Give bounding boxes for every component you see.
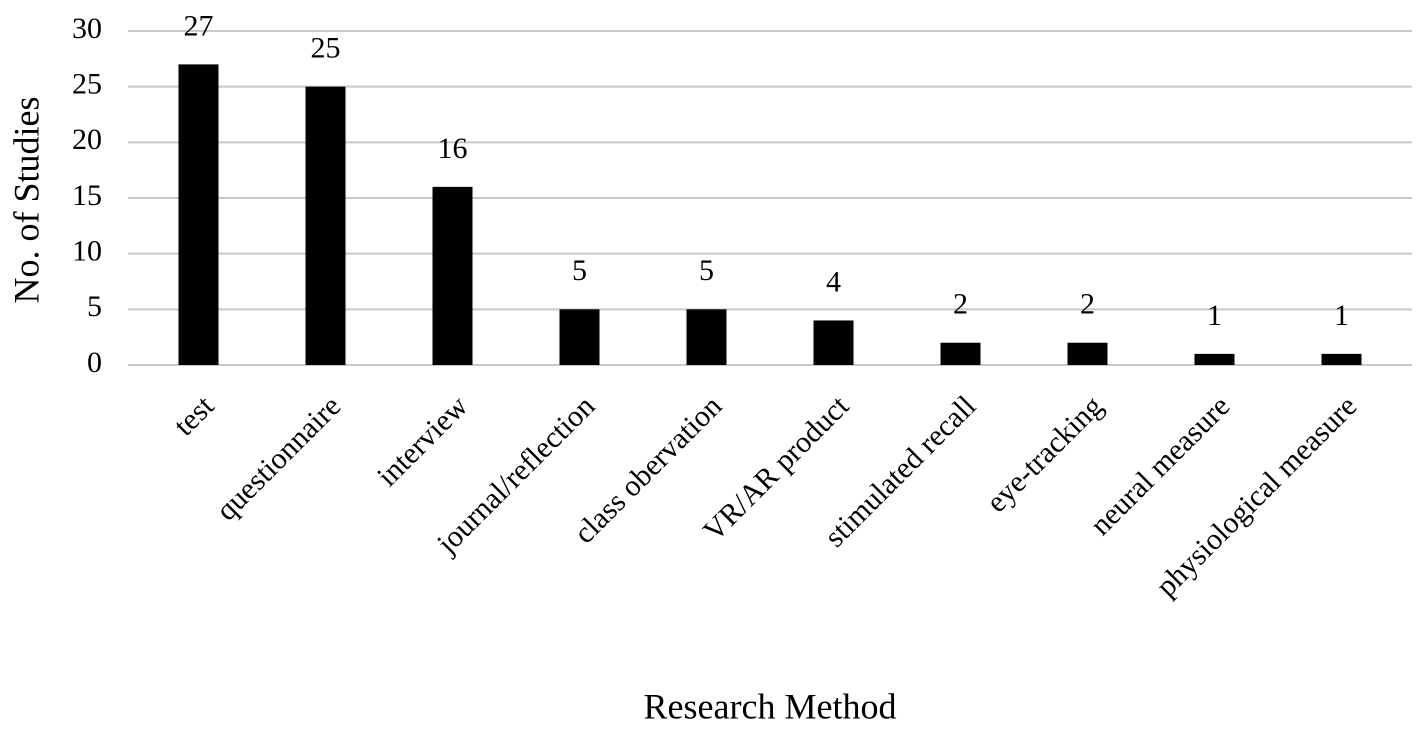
y-tick-label: 0 [87, 346, 102, 379]
x-tick-label: test [168, 389, 221, 442]
y-tick-label: 15 [72, 179, 102, 212]
y-tick-label: 5 [87, 290, 102, 323]
bar [813, 320, 854, 365]
x-tick-label: interview [371, 389, 475, 493]
bar [178, 64, 219, 366]
y-tick-label: 20 [72, 123, 102, 156]
x-axis-title: Research Method [644, 686, 897, 726]
bar [940, 342, 981, 365]
bar [1067, 342, 1108, 365]
y-tick-label: 25 [72, 68, 102, 101]
bar [1194, 353, 1235, 365]
data-label: 4 [826, 265, 841, 298]
data-label: 27 [184, 9, 214, 42]
bar [1321, 353, 1362, 365]
x-tick-label: eye-tracking [980, 389, 1109, 518]
y-axis-title: No. of Studies [6, 97, 46, 304]
data-label: 2 [1080, 288, 1095, 321]
bar [559, 309, 600, 365]
data-label: 5 [572, 254, 587, 287]
bar [305, 86, 346, 366]
data-label: 25 [311, 32, 341, 65]
bar [686, 309, 727, 365]
bar [432, 186, 473, 365]
data-label: 1 [1207, 299, 1222, 332]
y-tick-label: 10 [72, 235, 102, 268]
data-label: 1 [1334, 299, 1349, 332]
data-label: 16 [438, 132, 468, 165]
y-tick-label: 30 [72, 12, 102, 45]
data-label: 5 [699, 254, 714, 287]
x-tick-label: questionnaire [210, 389, 348, 527]
data-label: 2 [953, 288, 968, 321]
